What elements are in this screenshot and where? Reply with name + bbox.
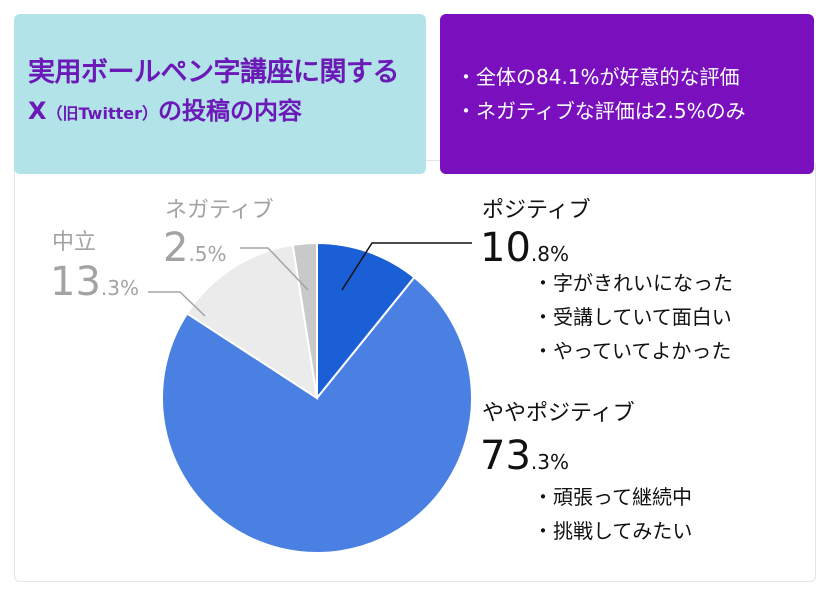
comment-item: ・頑張って継続中 (533, 485, 692, 509)
title-line-1: 実用ボールペン字講座に関する (28, 56, 400, 88)
value-somewhat-positive: 73.3% (480, 436, 569, 484)
comment-item: ・挑戦してみたい (533, 519, 693, 543)
comment-item: ・受講していて面白い (533, 305, 732, 329)
pie-slice-positive (316, 241, 416, 401)
value-positive: 10.8% (480, 228, 569, 276)
title-paren: （旧Twitter） (46, 103, 158, 123)
value-negative: 2.5% (163, 228, 227, 276)
value-neutral-big: 13 (50, 259, 101, 305)
value-negative-small: .5% (188, 242, 227, 266)
value-negative-big: 2 (163, 225, 189, 271)
pie-slice-negative (291, 241, 318, 399)
summary-box: ・全体の84.1%が好意的な評価 ・ネガティブな評価は2.5%のみ (440, 14, 814, 174)
leader-line-neutral (148, 291, 206, 317)
pie-slice-neutral (185, 243, 319, 401)
label-somewhat-positive: ややポジティブ (482, 401, 635, 426)
label-neutral: 中立 (52, 230, 97, 255)
value-neutral-small: .3% (100, 276, 139, 300)
leader-line-negative (240, 247, 309, 291)
comments-somewhat-positive: ・頑張って継続中 ・挑戦してみたい (533, 480, 692, 548)
value-somewhat-positive-small: .3% (530, 450, 569, 474)
comment-item: ・字がきれいになった (533, 271, 733, 295)
value-positive-big: 10 (480, 225, 531, 271)
title-line-2: X（旧Twitter）の投稿の内容 (28, 91, 426, 134)
comment-item: ・やっていてよかった (533, 339, 732, 363)
comments-positive: ・字がきれいになった ・受講していて面白い ・やっていてよかった (533, 266, 733, 368)
title-end: の投稿の内容 (157, 96, 302, 125)
title-x: X (28, 96, 47, 125)
pie-slice-somewhat-positive (161, 275, 473, 554)
label-positive: ポジティブ (482, 198, 591, 223)
value-neutral: 13.3% (50, 262, 139, 310)
title-box: 実用ボールペン字講座に関する X（旧Twitter）の投稿の内容 (14, 14, 426, 174)
value-positive-small: .8% (530, 242, 569, 266)
label-negative: ネガティブ (165, 198, 274, 223)
value-somewhat-positive-big: 73 (480, 433, 531, 479)
summary-line-2: ・ネガティブな評価は2.5%のみ (456, 99, 746, 123)
summary-line-1: ・全体の84.1%が好意的な評価 (456, 65, 740, 89)
leader-line-positive (341, 242, 472, 291)
